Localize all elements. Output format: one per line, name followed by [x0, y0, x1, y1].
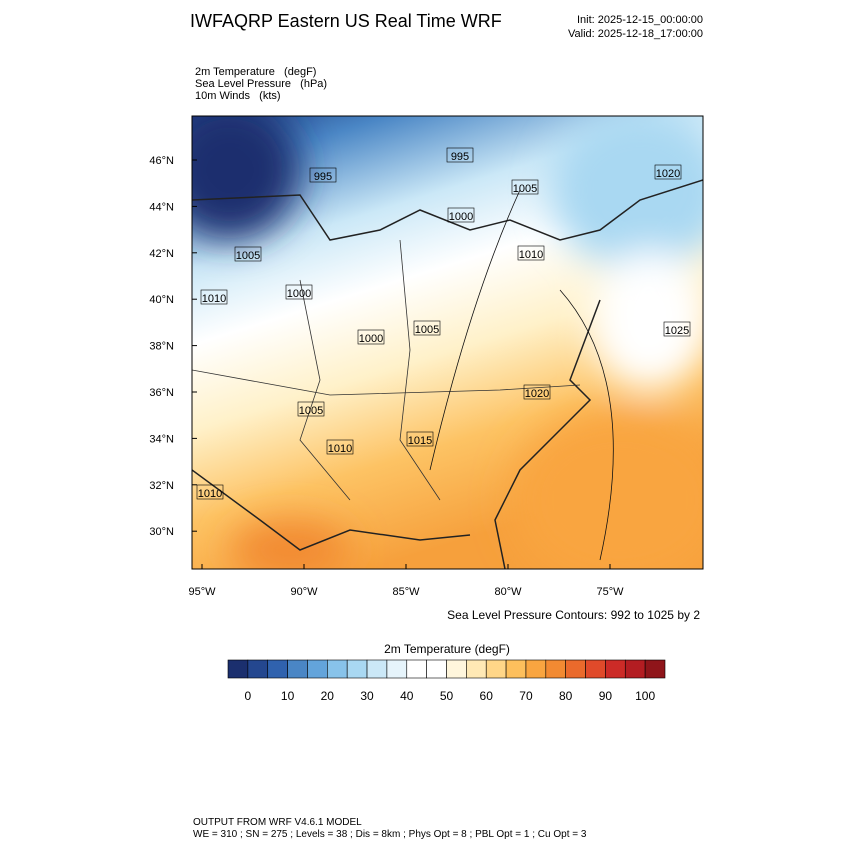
lat-label: 42°N [149, 248, 174, 260]
colorbar-title: 2m Temperature (degF) [384, 642, 510, 656]
contour-label: 1020 [656, 168, 680, 180]
contour-label-box [406, 431, 434, 447]
lon-label: 90°W [290, 586, 318, 598]
colorbar-tick-label: 80 [559, 689, 573, 703]
colorbar-tick-label: 100 [635, 689, 655, 703]
colorbar-tick-label: 10 [281, 689, 295, 703]
colorbar-tick-label: 20 [321, 689, 335, 703]
colorbar-swatch [565, 659, 586, 679]
contour-label: 1005 [513, 183, 537, 195]
colorbar-swatch [227, 659, 249, 679]
colorbar-swatch [307, 659, 328, 679]
footer-line: OUTPUT FROM WRF V4.6.1 MODEL [193, 817, 362, 828]
lat-label: 40°N [149, 294, 174, 306]
colorbar-swatch [585, 659, 606, 679]
contour-label: 1010 [202, 293, 226, 305]
colorbar: 0 10 20 30 40 50 60 70 80 90 100 [227, 659, 666, 703]
valid-time: Valid: 2025-12-18_17:00:00 [568, 28, 703, 40]
contour-label: 1025 [665, 325, 689, 337]
colorbar-swatch [386, 659, 408, 679]
colorbar-tick-label: 30 [360, 689, 374, 703]
colorbar-swatch [545, 659, 566, 679]
colorbar-swatch [644, 659, 666, 679]
field-label: 10m Winds (kts) [195, 90, 281, 102]
contour-label-box [654, 164, 682, 180]
colorbar-tick-label: 0 [245, 689, 252, 703]
contour-label-box [234, 246, 262, 262]
contour-label-box [523, 384, 551, 400]
contour-label: 1005 [236, 250, 260, 262]
contour-label: 995 [314, 171, 332, 183]
colorbar-swatch [406, 659, 427, 679]
contour-label: 1020 [525, 388, 549, 400]
contour-label-box [297, 401, 325, 417]
map-axes: 46°N 44°N 42°N 40°N 38°N 36°N 34°N 32°N 30°N 95°W… [149, 155, 624, 598]
colorbar-swatch [346, 659, 368, 679]
contour-note: Sea Level Pressure Contours: 992 to 1025… [447, 608, 700, 622]
contour-label: 995 [451, 151, 469, 163]
contour-label: 1005 [415, 324, 439, 336]
colorbar-swatch [247, 659, 269, 679]
colorbar-swatch [287, 659, 308, 679]
lon-label: 75°W [596, 586, 624, 598]
contour-label-box [511, 179, 539, 195]
contour-label-box [357, 329, 385, 345]
colorbar-swatch [446, 659, 467, 679]
colorbar-tick-label: 90 [599, 689, 613, 703]
map-frame [191, 115, 704, 570]
contour-label-box [446, 147, 474, 163]
lat-label: 36°N [149, 387, 174, 399]
contour-label: 1000 [449, 211, 473, 223]
contour-label: 1010 [198, 488, 222, 500]
contour-label: 1000 [287, 288, 311, 300]
colorbar-swatch [624, 659, 646, 679]
contour-label-box [196, 484, 224, 500]
title: IWFAQRP Eastern US Real Time WRF [190, 11, 502, 31]
contour-label-box [200, 289, 228, 305]
field-list: 2m Temperature (degF)Sea Level Pressure … [195, 66, 327, 102]
colorbar-tick-label: 60 [480, 689, 494, 703]
lat-label: 44°N [149, 201, 174, 213]
contour-label-box [309, 167, 337, 183]
colorbar-tick-label: 70 [519, 689, 533, 703]
contour-labels: 995 995 1005 1020 1000 1005 1010 1010 1000 1025 10… [196, 147, 691, 500]
colorbar-swatch [267, 659, 288, 679]
contour-label: 1015 [408, 435, 432, 447]
contour-label-box [285, 284, 313, 300]
contour-label: 1000 [359, 333, 383, 345]
field-label: 2m Temperature (degF) [195, 66, 316, 78]
colorbar-swatch [505, 659, 527, 679]
colorbar-swatch [426, 659, 447, 679]
map-field [192, 116, 703, 569]
contour-label-box [663, 321, 691, 337]
lon-label: 85°W [392, 586, 420, 598]
colorbar-swatch [605, 659, 626, 679]
colorbar-swatch [366, 659, 388, 679]
contour-label-box [517, 245, 545, 261]
lat-label: 34°N [149, 433, 174, 445]
lat-label: 46°N [149, 155, 174, 167]
colorbar-swatch [485, 659, 507, 679]
colorbar-swatch [525, 659, 547, 679]
lat-label: 32°N [149, 480, 174, 492]
footer-line: WE = 310 ; SN = 275 ; Levels = 38 ; Dis … [193, 829, 587, 840]
contour-label: 1010 [519, 249, 543, 261]
colorbar-swatch [466, 659, 487, 679]
colorbar-tick-label: 40 [400, 689, 414, 703]
lon-label: 95°W [188, 586, 216, 598]
init-time: Init: 2025-12-15_00:00:00 [577, 14, 703, 26]
contour-label: 1010 [328, 443, 352, 455]
contour-label-box [326, 439, 354, 455]
field-label: Sea Level Pressure (hPa) [195, 78, 327, 90]
lat-label: 38°N [149, 341, 174, 353]
colorbar-swatch [327, 659, 348, 679]
contour-label: 1005 [299, 405, 323, 417]
lon-label: 80°W [494, 586, 522, 598]
contour-label-box [413, 320, 441, 336]
colorbar-tick-label: 50 [440, 689, 454, 703]
contour-label-box [447, 207, 475, 223]
lat-label: 30°N [149, 526, 174, 538]
